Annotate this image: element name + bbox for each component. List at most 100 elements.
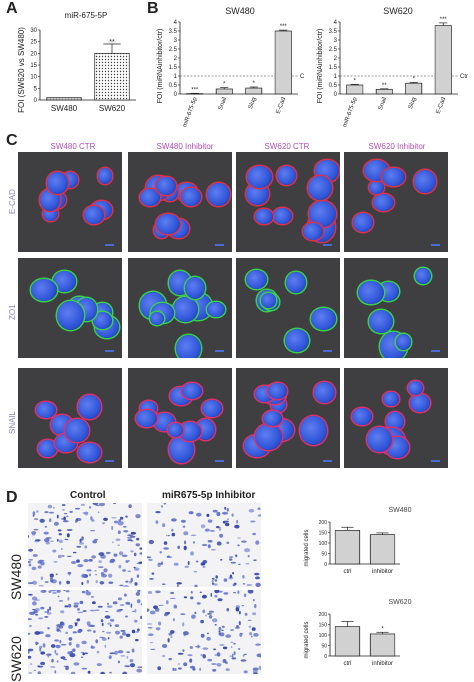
panel-letter-d: D: [6, 489, 18, 506]
y-tick-label: 200: [319, 612, 328, 618]
cell-nucleus: [31, 279, 58, 301]
cell-nucleus: [176, 335, 202, 358]
row-label-zo1: ZO1: [8, 304, 17, 320]
migrated-cell: [225, 634, 232, 638]
micrograph-r2-c1: [128, 368, 232, 468]
migrated-cell: [139, 547, 142, 550]
migrated-cell: [223, 592, 229, 595]
migrated-cell: [76, 559, 80, 563]
migrated-cell: [80, 651, 84, 653]
migrated-cell: [231, 653, 234, 658]
migrated-cell: [59, 629, 62, 633]
bar: [334, 626, 361, 657]
migrated-cell: [81, 667, 87, 670]
migrated-cell: [163, 547, 169, 550]
migrated-cell: [242, 583, 246, 585]
y-tick-label: 0.5: [169, 83, 178, 89]
migrated-cell: [207, 544, 211, 549]
migrated-cell: [53, 521, 59, 526]
migrated-cell: [195, 560, 199, 563]
migrated-cell: [196, 512, 202, 517]
migrated-cell: [202, 609, 206, 614]
migrated-cell: [247, 619, 252, 621]
migrated-cell: [222, 511, 228, 515]
migrated-cell: [38, 617, 44, 620]
cell-nucleus: [246, 165, 273, 188]
migrated-cell: [229, 558, 233, 561]
migrated-cell: [248, 625, 252, 628]
migrated-cell: [220, 559, 223, 561]
migrated-cell: [50, 540, 54, 542]
significance-mark: ***: [191, 87, 199, 93]
d-col-title-inhibitor: miR675-5p Inhibitor: [162, 490, 256, 501]
migrated-cell: [232, 572, 235, 575]
migrated-cell: [164, 613, 168, 617]
migrated-cell: [36, 510, 39, 513]
migrated-cell: [52, 592, 57, 594]
migrated-cell: [139, 552, 142, 555]
migrated-cell: [125, 515, 128, 518]
cell-nucleus: [78, 395, 102, 419]
cell-nucleus: [83, 206, 104, 224]
migrated-cell: [236, 519, 238, 524]
migrated-cell: [131, 610, 136, 612]
migrated-cell: [49, 511, 54, 514]
migrated-cell: [118, 551, 124, 556]
migrated-cell: [120, 655, 126, 657]
migrated-cell: [183, 662, 188, 667]
cell-nucleus: [313, 382, 336, 403]
migrated-cell: [243, 670, 248, 674]
cell-nucleus: [179, 422, 202, 442]
micrograph-r0-c0: [18, 152, 122, 252]
migrated-cell: [250, 635, 253, 638]
migrated-cell: [206, 632, 209, 635]
migrated-cell: [111, 517, 117, 519]
migrated-cell: [28, 655, 32, 659]
migrated-cell: [214, 579, 218, 582]
transwell-stain: [147, 590, 261, 674]
migrated-cell: [202, 647, 209, 650]
migrated-cell: [174, 668, 177, 671]
migrated-cell: [34, 540, 40, 543]
migrated-cell: [225, 668, 230, 671]
bar: [334, 530, 361, 565]
migrated-cell: [68, 637, 73, 641]
migrated-cell: [109, 618, 115, 622]
migrated-cell: [93, 630, 96, 633]
transwell-sw480-inhibitor: [147, 503, 261, 587]
x-tick-label: SW620: [99, 104, 126, 113]
migrated-cell: [162, 654, 166, 658]
migrated-cell: [64, 538, 69, 541]
migrated-cell: [104, 644, 107, 648]
migrated-cell: [131, 648, 135, 653]
migrated-cell: [200, 653, 203, 657]
migrated-cell: [212, 668, 217, 672]
migrated-cell: [127, 539, 133, 541]
migrated-cell: [183, 634, 186, 637]
migrated-cell: [42, 643, 46, 648]
migrated-cell: [45, 634, 51, 638]
migrated-cell: [81, 573, 86, 578]
y-tick-label: 2: [334, 56, 338, 62]
migrated-cell: [155, 520, 159, 524]
transwell-stain: [28, 590, 142, 674]
migrated-cell: [111, 541, 114, 544]
migrated-cell: [218, 631, 221, 636]
migrated-cell: [37, 671, 41, 674]
significance-mark: *: [381, 626, 384, 632]
y-tick-label: 1: [174, 74, 178, 80]
migrated-cell: [140, 603, 142, 606]
migrated-cell: [211, 663, 217, 665]
migrated-cell: [229, 556, 234, 558]
migrated-cell: [148, 558, 153, 561]
migrated-cell: [234, 524, 240, 529]
migrated-cell: [56, 514, 59, 519]
y-tick-label: 20: [30, 51, 37, 57]
cell-nucleus: [366, 426, 392, 453]
migrated-cell: [147, 591, 153, 594]
migrated-cell: [74, 622, 78, 627]
migrated-cell: [129, 663, 136, 668]
cell-nucleus: [308, 176, 333, 200]
y-tick-label: 5: [34, 86, 38, 92]
migrated-cell: [158, 621, 162, 626]
